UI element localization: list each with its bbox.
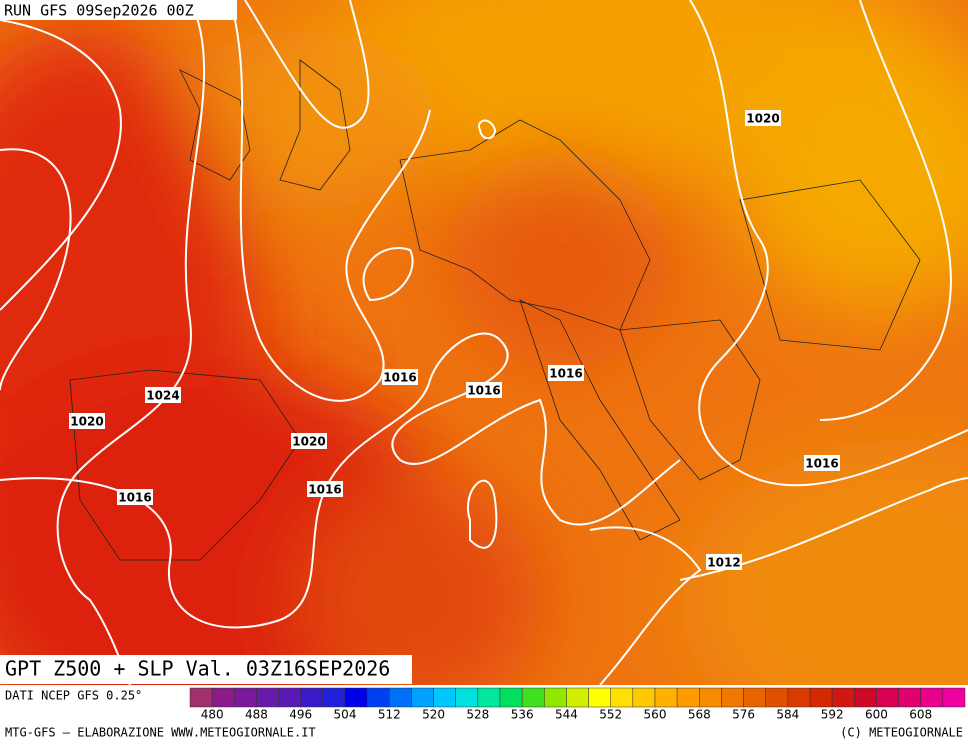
isobars: [0, 0, 968, 685]
colorbar-swatch: [765, 687, 789, 708]
isobar-label: 1012: [707, 556, 740, 570]
colorbar-swatch: [278, 687, 301, 708]
colorbar-swatch: [300, 687, 324, 708]
colorbar-swatch: [366, 687, 390, 708]
colorbar-tick-label: 496: [289, 708, 312, 722]
colorbar-tick-label: 504: [334, 708, 357, 722]
colorbar-tick-label: 560: [644, 708, 667, 722]
isobar-label-box: [548, 365, 584, 381]
colorbar-swatch: [610, 687, 634, 708]
colorbar-tick-label: 528: [466, 708, 489, 722]
isobar-label-box: [382, 369, 418, 385]
isobar-label: 1016: [118, 491, 151, 505]
colorbar-tick-label: 552: [599, 708, 622, 722]
colorbar-swatch: [743, 687, 766, 708]
isobar-label-box: [307, 481, 343, 497]
colorbar-swatch: [189, 687, 213, 708]
isobar-label-box: [69, 413, 105, 429]
isobar-label: 1020: [70, 415, 103, 429]
isobar-label: 1016: [467, 384, 500, 398]
title-box: [0, 655, 412, 684]
colorbar-swatch: [876, 687, 899, 708]
colorbar-swatch: [344, 687, 368, 708]
colorbar-tick-label: 592: [821, 708, 844, 722]
isobar-label-box: [466, 382, 502, 398]
colorbar-swatch: [455, 687, 479, 708]
isobar-label: 1024: [146, 389, 179, 403]
isobar-label: 1016: [383, 371, 416, 385]
colorbar-swatch: [256, 687, 279, 708]
isobar-label-box: [291, 433, 327, 449]
isobar-label: 1016: [308, 483, 341, 497]
colorbar-swatch: [211, 687, 235, 708]
colorbar-swatch: [499, 687, 523, 708]
colorbar-swatch: [411, 687, 434, 708]
colorbar-swatch: [787, 687, 811, 708]
colorbar-swatch: [544, 687, 567, 708]
run-label-box: [0, 0, 237, 20]
colorbar-tick-label: 512: [378, 708, 401, 722]
isobar-label-box: [804, 455, 840, 471]
colorbar-swatch: [854, 687, 877, 708]
colorbar-swatch: [433, 687, 456, 708]
isobar-label: 1020: [746, 112, 779, 126]
colorbar-tick-label: 544: [555, 708, 578, 722]
colorbar-swatch: [654, 687, 678, 708]
isobar-label: 1016: [549, 367, 582, 381]
colorbar-tick-label: 520: [422, 708, 445, 722]
run-label: RUN GFS 09Sep2026 00Z: [4, 2, 194, 20]
colorbar-tick-label: 488: [245, 708, 268, 722]
colorbar-tick-label: 536: [511, 708, 534, 722]
colorbar-tick-label: 584: [776, 708, 799, 722]
isobar-label: 1020: [292, 435, 325, 449]
colorbar-swatch: [920, 687, 944, 708]
colorbar-swatch: [234, 687, 257, 708]
colorbar-swatch: [898, 687, 921, 708]
data-source: DATI NCEP GFS 0.25°: [5, 689, 142, 703]
colorbar-swatch: [942, 687, 966, 708]
colorbar-swatch: [389, 687, 412, 708]
colorbar-tick-label: 608: [909, 708, 932, 722]
colorbar-swatch: [322, 687, 346, 708]
colorbar-swatch: [588, 687, 611, 708]
colorbar-tick-label: 576: [732, 708, 755, 722]
colorbar-tick-label: 600: [865, 708, 888, 722]
isobar-label-box: [745, 110, 781, 126]
isobar-label-box: [706, 554, 742, 570]
isobar-label: 1016: [805, 457, 838, 471]
footer-right: (C) METEOGIORNALE: [840, 726, 963, 740]
isobar-label-box: [117, 489, 153, 505]
isobar-label-box: [145, 387, 181, 403]
colorbar-swatch: [699, 687, 722, 708]
colorbar-swatch: [521, 687, 545, 708]
colorbar-swatch: [721, 687, 744, 708]
map-title: GPT Z500 + SLP Val. 03Z16SEP2026: [5, 657, 390, 681]
colorbar-swatch: [632, 687, 656, 708]
colorbar-swatch: [831, 687, 855, 708]
colorbar-tick-label: 568: [688, 708, 711, 722]
colorbar-swatch: [477, 687, 501, 708]
footer-left: MTG-GFS — ELABORAZIONE WWW.METEOGIORNALE…: [5, 726, 316, 740]
colorbar-tick-label: 480: [201, 708, 224, 722]
colorbar-swatch: [809, 687, 833, 708]
colorbar-swatch: [676, 687, 700, 708]
colorbar-swatch: [566, 687, 589, 708]
